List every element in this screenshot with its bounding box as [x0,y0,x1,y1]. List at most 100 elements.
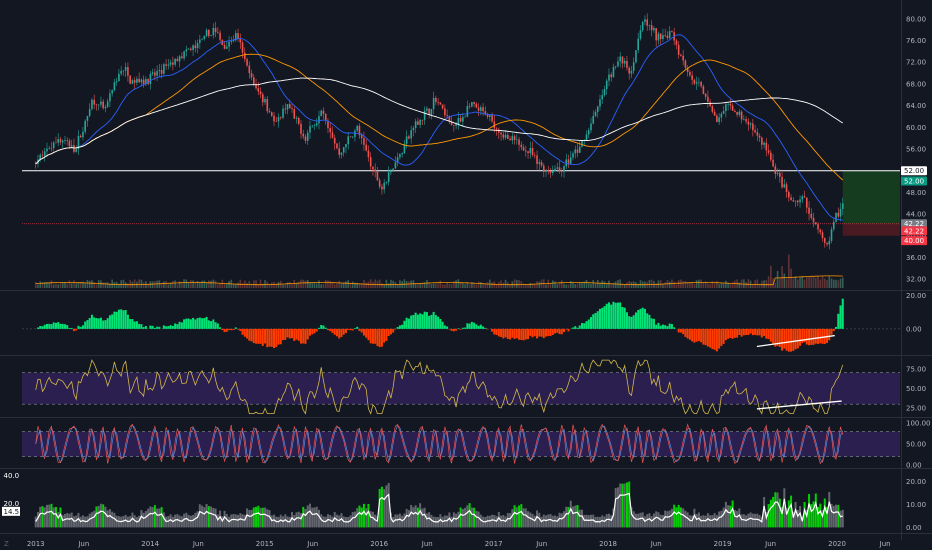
macd-histogram-bar [738,328,741,335]
sma-fast-line [35,34,843,221]
macd-histogram-bar [97,318,100,329]
volume-bar [565,284,568,288]
price-tick-label: 76.00 [906,37,926,45]
corner-label: Z [4,540,9,548]
volume-bar [417,283,419,288]
macd-histogram-bar [84,321,87,329]
volume-bar [259,279,262,288]
macd-histogram-bar [36,327,39,329]
volume-bar [608,280,610,288]
volatility-bar [567,507,570,528]
macd-histogram-bar [639,308,642,329]
volume-bar [320,284,323,288]
candle-body [531,148,534,156]
candle-body [718,117,720,123]
candle-body [302,133,305,137]
volatility-bar [156,508,159,528]
volatility-bar [810,504,813,528]
macd-histogram-bar [446,326,449,329]
volatility-bar [569,500,572,528]
macd-histogram-bar [52,322,55,329]
volatility-bar [664,510,667,528]
volatility-bar [351,512,354,528]
volatility-bar [374,514,377,528]
volatility-bar [515,507,518,528]
volatility-bar [304,508,307,528]
candle-body [329,128,332,133]
volatility-bar [225,514,228,528]
macd-histogram-bar [563,328,566,333]
candle-body [237,33,239,39]
candle-body [662,35,664,40]
candle-body [682,55,684,61]
volatility-bar [369,511,372,528]
volatility-bar [219,510,222,528]
macd-histogram-bar [808,328,811,346]
volume-bar [722,283,725,288]
macd-histogram-bar [589,317,592,329]
volatility-bar [585,514,588,528]
volatility-bar [527,511,530,528]
volume-bar [612,282,615,288]
candle-body [489,115,491,117]
volume-bar [118,283,120,288]
volume-bar [536,281,538,288]
volume-bar [48,282,51,288]
macd-histogram-bar [133,321,136,329]
volatility-bar [425,513,428,528]
candle-body [700,81,702,87]
volatility-bar [308,503,311,528]
volume-bar [50,280,53,288]
volume-bar [783,273,786,288]
macd-histogram-bar [713,328,716,350]
volatility-bar [790,495,793,528]
candle-body [273,115,275,122]
volatility-bar [398,513,401,528]
volatility-bar [711,515,714,528]
candle-body [286,104,289,110]
volume-bar [614,281,617,288]
macd-histogram-bar [722,328,725,344]
candle-body [300,123,302,134]
price-axis: 32.00 36.00 40.00 44.00 48.00 52.00 56.00 60.00… [2,15,931,532]
macd-histogram-bar [203,318,206,329]
volatility-bar [268,510,271,528]
time-tick-label: Jun [764,540,776,548]
candle-body [374,169,376,172]
macd-histogram-bar [79,326,82,329]
volatility-bar [610,515,613,528]
volume-bar [214,280,217,288]
volume-bar [174,280,176,288]
line-value-label: 42.22 [904,220,924,228]
volume-bar [322,284,325,288]
volatility-bar [488,515,491,528]
candle-body [309,126,311,133]
volume-bar [639,280,642,288]
candle-body [756,132,759,136]
candle-body [610,74,613,78]
macd-histogram-bar [394,328,397,330]
macd-histogram-bar [342,328,345,335]
volatility-bar [264,507,267,528]
macd-histogram-bar [389,328,392,335]
volume-bar [203,280,206,288]
candle-body [405,136,408,144]
volume-bar [574,284,577,288]
candle-body [832,221,835,230]
volume-bar [662,283,664,288]
candle-body [761,137,763,145]
volatility-bar [196,511,199,528]
volume-bar [439,280,442,288]
volume-bar [756,279,759,288]
volatility-bar [826,506,829,528]
macd-histogram-bar [349,328,352,331]
volume-bar [201,280,203,288]
volume-bar [421,283,424,288]
macd-histogram-bar [801,328,804,344]
macd-histogram-bar [760,328,763,338]
macd-histogram-bar [688,328,691,340]
volume-bar [698,279,700,288]
volume-bar [95,284,98,288]
